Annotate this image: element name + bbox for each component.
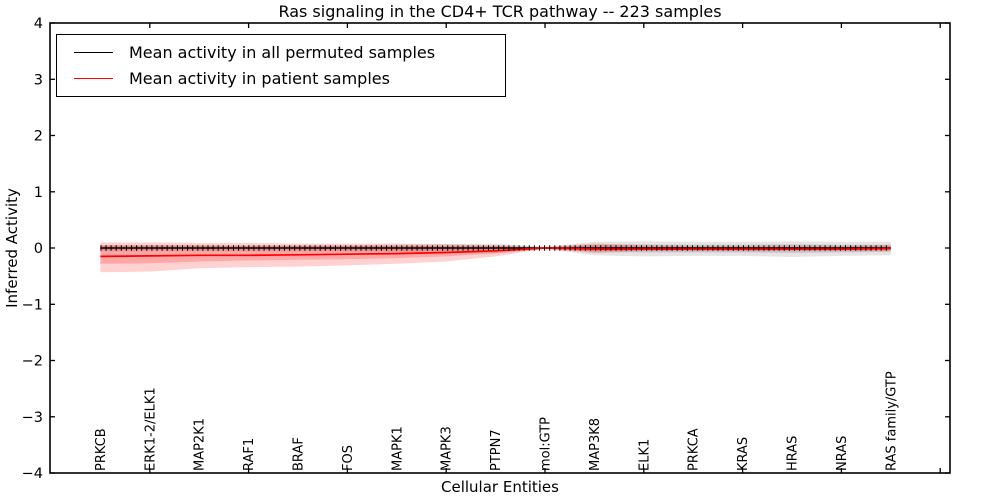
x-tick-label: MAP2K1: [193, 418, 208, 471]
x-tick-label: mol:GTP: [539, 417, 554, 471]
x-tick-label: PRKCA: [687, 428, 702, 471]
x-tick-label: RAF1: [242, 438, 257, 471]
y-tick-label: 2: [34, 129, 43, 145]
x-tick-label: ELK1: [637, 439, 652, 471]
x-tick-label: HRAS: [786, 436, 801, 471]
x-tick-label: ERK1-2/ELK1: [143, 387, 158, 471]
y-tick-label: −1: [22, 297, 43, 313]
x-tick-label: MAPK3: [440, 426, 455, 471]
y-tick-label: −2: [22, 354, 43, 370]
y-tick-label: −4: [22, 466, 43, 482]
x-tick-label: RAS family/GTP: [884, 371, 899, 471]
x-tick-label: BRAF: [292, 437, 307, 471]
permuted-confidence-outer: [100, 241, 891, 257]
legend-entry-permuted: Mean activity in all permuted samples: [57, 43, 505, 62]
legend-label: Mean activity in all permuted samples: [129, 42, 436, 62]
y-tick-label: −3: [22, 410, 43, 426]
y-tick-label: 3: [34, 72, 43, 88]
x-tick-label: FOS: [341, 445, 356, 471]
y-tick-label: 4: [34, 16, 43, 32]
x-axis-label: Cellular Entities: [441, 478, 559, 496]
x-tick-label: NRAS: [835, 436, 850, 471]
x-tick-label: MAPK1: [390, 426, 405, 471]
chart-title: Ras signaling in the CD4+ TCR pathway --…: [278, 2, 722, 21]
x-tick-label: MAP3K8: [588, 418, 603, 471]
y-tick-label: 0: [34, 241, 43, 257]
x-tick-label: KRAS: [736, 437, 751, 471]
legend-label: Mean activity in patient samples: [129, 69, 390, 89]
x-tick-label: PTPN7: [489, 429, 504, 471]
permuted-line-swatch: [74, 51, 113, 53]
patient-line-swatch: [74, 78, 113, 80]
legend-entry-patient: Mean activity in patient samples: [57, 69, 505, 88]
y-axis-label: Inferred Activity: [3, 188, 21, 308]
x-tick-label: PRKCB: [94, 428, 109, 471]
legend: Mean activity in all permuted samples Me…: [56, 34, 506, 97]
y-tick-label: 1: [34, 185, 43, 201]
